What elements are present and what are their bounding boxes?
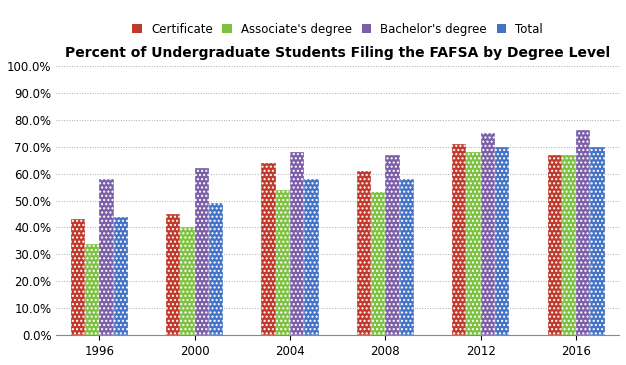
- Bar: [71, 219, 85, 335]
- Bar: [548, 155, 562, 335]
- Bar: [481, 133, 495, 335]
- Bar: [275, 190, 290, 335]
- Bar: [590, 147, 605, 335]
- Title: Percent of Undergraduate Students Filing the FAFSA by Degree Level: Percent of Undergraduate Students Filing…: [65, 46, 610, 60]
- Bar: [113, 217, 128, 335]
- Bar: [100, 179, 113, 335]
- Bar: [562, 155, 576, 335]
- Bar: [399, 179, 414, 335]
- Bar: [85, 244, 100, 335]
- Bar: [290, 152, 304, 335]
- Bar: [576, 130, 590, 335]
- Bar: [262, 163, 275, 335]
- Bar: [371, 192, 386, 335]
- Bar: [466, 152, 481, 335]
- Bar: [452, 144, 466, 335]
- Bar: [195, 168, 209, 335]
- Bar: [209, 203, 223, 335]
- Bar: [180, 227, 195, 335]
- Bar: [357, 171, 371, 335]
- Bar: [304, 179, 319, 335]
- Bar: [166, 214, 180, 335]
- Legend: Certificate, Associate's degree, Bachelor's degree, Total: Certificate, Associate's degree, Bachelo…: [132, 23, 543, 36]
- Bar: [495, 147, 510, 335]
- Bar: [386, 155, 399, 335]
